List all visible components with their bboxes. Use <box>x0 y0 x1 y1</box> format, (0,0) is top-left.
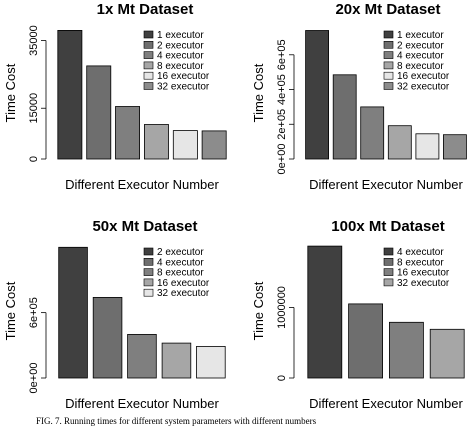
legend-swatch <box>143 71 154 80</box>
bar-32-executor <box>442 134 467 160</box>
y-tick-label: 6e+05 <box>276 39 288 70</box>
legend-swatch <box>383 247 394 256</box>
bar-1-executor <box>305 30 330 160</box>
y-tick-label: 15000 <box>28 93 40 124</box>
legend-swatch <box>383 82 394 90</box>
legend-swatch <box>383 40 394 49</box>
y-tick-label: 2e+05 <box>276 109 288 140</box>
legend-label: 2 executor <box>157 40 204 51</box>
legend-label: 16 executor <box>397 268 450 279</box>
y-axis-label: Time Cost <box>251 281 266 340</box>
legend-label: 8 executor <box>157 268 204 279</box>
chart-title: 1x Mt Dataset <box>97 1 194 18</box>
legend-swatch <box>143 30 154 39</box>
legend-label: 1 executor <box>397 30 444 41</box>
bar-16-executor <box>172 130 198 160</box>
bar-4-executor <box>92 296 123 379</box>
legend-label: 4 executor <box>397 51 444 62</box>
legend-swatch <box>383 71 394 80</box>
bar-32-executor <box>429 328 465 379</box>
y-tick-label: 4e+05 <box>276 74 288 105</box>
legend-swatch <box>143 82 154 90</box>
chart-title: 20x Mt Dataset <box>335 1 440 18</box>
legend-swatch <box>143 247 154 256</box>
legend-label: 4 executor <box>157 257 204 268</box>
y-tick-label: 1000000 <box>276 286 288 329</box>
legend-label: 16 executor <box>157 71 210 82</box>
legend-swatch <box>383 51 394 59</box>
bar-8-executor <box>143 124 169 160</box>
bar-4-executor <box>115 106 141 160</box>
legend-label: 32 executor <box>157 82 210 93</box>
panel-1x-mt-dataset: 1x Mt Dataset 0 15000 35000 Time Cost Differe… <box>3 1 227 192</box>
legend-label: 32 executor <box>157 288 210 299</box>
x-axis-label: Different Executor Number <box>309 396 463 411</box>
legend-swatch <box>143 257 154 266</box>
y-axis-label: Time Cost <box>251 63 266 122</box>
bar-32-executor <box>201 130 227 160</box>
chart-title: 50x Mt Dataset <box>92 218 197 235</box>
bar-8-executor <box>387 125 412 160</box>
bar-4-executor <box>360 106 385 160</box>
y-tick-label: 6e+05 <box>28 297 40 328</box>
legend-swatch <box>383 268 394 276</box>
legend-swatch <box>143 61 154 70</box>
legend-label: 4 executor <box>397 247 444 258</box>
legend-swatch <box>383 30 394 39</box>
y-tick-label: 0e+00 <box>276 144 288 175</box>
bar-2-executor <box>58 246 88 379</box>
bar-1-executor <box>57 29 83 160</box>
legend-label: 16 executor <box>157 278 210 289</box>
x-axis-label: Different Executor Number <box>65 177 219 192</box>
legend-swatch <box>143 51 154 59</box>
bar-8-executor <box>127 333 157 379</box>
figure-caption: FIG. 7. Running times for different syst… <box>36 416 317 426</box>
legend-swatch <box>383 61 394 70</box>
bar-4-executor <box>307 245 343 379</box>
bar-2-executor <box>86 65 112 160</box>
legend-label: 8 executor <box>397 61 444 72</box>
y-axis-label: Time Cost <box>3 63 18 122</box>
y-tick-label: 0 <box>276 375 288 381</box>
bar-16-executor <box>388 321 424 379</box>
legend-swatch <box>143 288 154 297</box>
legend-label: 32 executor <box>397 82 450 93</box>
chart-title: 100x Mt Dataset <box>331 218 444 235</box>
panel-50x-mt-dataset: 50x Mt Dataset 0e+00 6e+05 Time Cost Differe… <box>3 218 226 411</box>
panel-100x-mt-dataset: 100x Mt Dataset 0 1000000 Time Cost Differen… <box>251 218 465 411</box>
y-axis-label: Time Cost <box>3 281 18 340</box>
x-axis-label: Different Executor Number <box>65 396 219 411</box>
legend-label: 4 executor <box>157 51 204 62</box>
x-axis-label: Different Executor Number <box>309 177 463 192</box>
legend-label: 32 executor <box>397 278 450 289</box>
legend-swatch <box>383 257 394 266</box>
legend-label: 8 executor <box>397 257 444 268</box>
legend-label: 16 executor <box>397 71 450 82</box>
legend-label: 1 executor <box>157 30 204 41</box>
legend-swatch <box>143 268 154 276</box>
legend-swatch <box>143 278 154 287</box>
legend-swatch <box>383 278 394 287</box>
y-tick-label: 0 <box>28 156 40 162</box>
panel-20x-mt-dataset: 20x Mt Dataset 0e+00 2e+05 4e+05 6e+05 Time C… <box>251 1 467 192</box>
y-tick-label: 35000 <box>28 25 40 56</box>
bar-8-executor <box>348 303 384 379</box>
legend-label: 8 executor <box>157 61 204 72</box>
legend-label: 2 executor <box>157 247 204 258</box>
bar-16-executor <box>161 342 192 379</box>
legend-swatch <box>143 40 154 49</box>
bar-32-executor <box>196 345 226 379</box>
y-tick-label: 0e+00 <box>28 363 40 394</box>
bar-16-executor <box>415 133 440 160</box>
legend-label: 2 executor <box>397 40 444 51</box>
bar-2-executor <box>332 74 357 160</box>
